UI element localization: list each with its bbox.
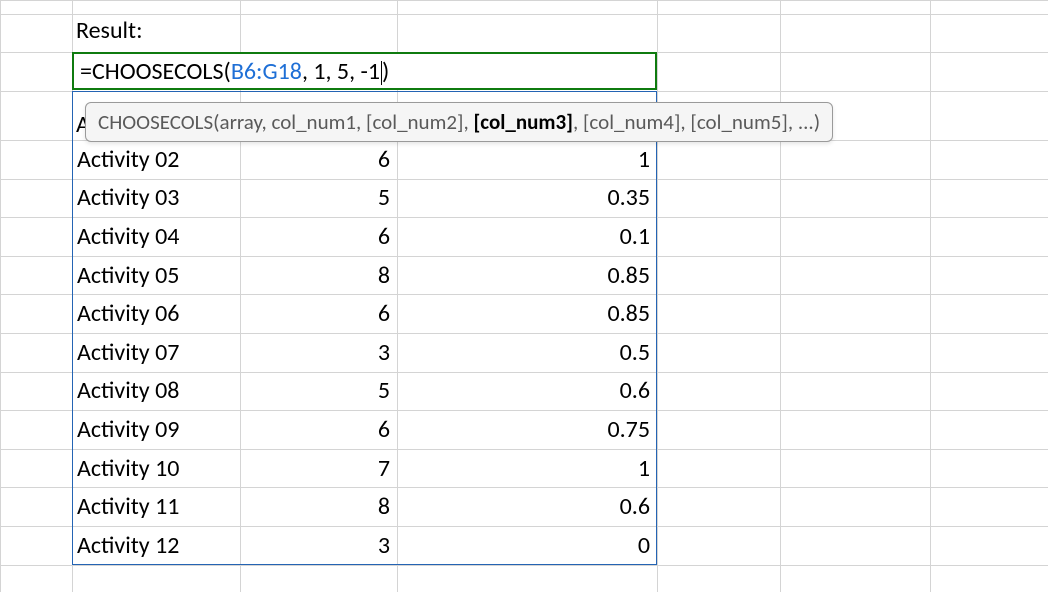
table-row[interactable]: Activity 1071 [72,449,657,488]
result-label: Result: [76,16,143,45]
cell-value-2[interactable]: 1 [397,454,657,483]
formula-args: , 1, 5, -1 [302,57,380,86]
formula-text: =CHOOSECOLS(B6:G18, 1, 5, -1) [80,57,389,86]
table-row[interactable]: Activity 0580.85 [72,256,657,295]
cell-activity[interactable]: Activity 12 [72,531,240,560]
cell-value-1[interactable]: 6 [240,299,397,328]
cell-value-2[interactable]: 0.75 [397,415,657,444]
cell-value-2[interactable]: 0 [397,531,657,560]
formula-prefix: =CHOOSECOLS( [80,57,231,86]
tooltip-arg3[interactable]: [col_num2] [366,109,463,135]
cell-value-1[interactable]: 6 [240,145,397,174]
cell-value-2[interactable]: 0.1 [397,222,657,251]
grid-hline [0,14,1048,15]
cell-value-2[interactable]: 0.6 [397,376,657,405]
cell-value-1[interactable]: 6 [240,222,397,251]
cell-value-2[interactable]: 0.85 [397,261,657,290]
table-row[interactable]: Activity 0261 [72,140,657,179]
tooltip-arg4-active[interactable]: [col_num3] [473,109,573,135]
tooltip-fn-name: CHOOSECOLS [98,109,213,135]
cell-value-1[interactable]: 3 [240,531,397,560]
grid-vline [780,0,781,592]
table-row[interactable]: Activity 0960.75 [72,410,657,449]
cell-value-1[interactable]: 6 [240,415,397,444]
cell-value-1[interactable]: 8 [240,492,397,521]
cell-value-1[interactable]: 8 [240,261,397,290]
cell-value-2[interactable]: 0.5 [397,338,657,367]
grid-vline [930,0,931,592]
spreadsheet-grid: Result: =CHOOSECOLS(B6:G18, 1, 5, -1) A … [0,0,1048,592]
cell-activity[interactable]: Activity 02 [72,145,240,174]
table-row[interactable]: Activity 1180.6 [72,487,657,526]
function-tooltip[interactable]: CHOOSECOLS(array, col_num1, [col_num2], … [85,102,833,142]
cell-activity[interactable]: Activity 07 [72,338,240,367]
tooltip-trailing: , ...) [788,109,820,135]
cell-value-2[interactable]: 0.85 [397,299,657,328]
cell-value-1[interactable]: 7 [240,454,397,483]
grid-hline [0,565,1048,566]
cell-value-1[interactable]: 5 [240,183,397,212]
table-row[interactable]: Activity 0460.1 [72,217,657,256]
tooltip-arg5[interactable]: [col_num4] [583,109,680,135]
data-table: Activity 0261Activity 0350.35Activity 04… [72,140,657,565]
cell-value-2[interactable]: 1 [397,145,657,174]
formula-reference: B6:G18 [231,57,302,86]
grid-vline [0,0,1,592]
cell-value-1[interactable]: 5 [240,376,397,405]
table-row[interactable]: Activity 0850.6 [72,372,657,411]
grid-hline [0,0,1048,1]
cell-activity[interactable]: Activity 10 [72,454,240,483]
cell-activity[interactable]: Activity 05 [72,261,240,290]
formula-cell[interactable]: =CHOOSECOLS(B6:G18, 1, 5, -1) [72,52,657,90]
tooltip-arg6[interactable]: [col_num5] [690,109,787,135]
cell-activity[interactable]: Activity 08 [72,376,240,405]
cell-activity[interactable]: Activity 11 [72,492,240,521]
cell-value-2[interactable]: 0.6 [397,492,657,521]
table-row[interactable]: Activity 0730.5 [72,333,657,372]
formula-close: ) [382,57,389,86]
table-row[interactable]: Activity 1230 [72,526,657,565]
cell-activity[interactable]: Activity 04 [72,222,240,251]
tooltip-arg1[interactable]: array [220,109,262,135]
cell-value-1[interactable]: 3 [240,338,397,367]
tooltip-arg2[interactable]: col_num1 [271,109,356,135]
grid-vline [657,0,658,592]
cell-value-2[interactable]: 0.35 [397,183,657,212]
table-row[interactable]: Activity 0350.35 [72,179,657,218]
table-row[interactable]: Activity 0660.85 [72,294,657,333]
cell-activity[interactable]: Activity 09 [72,415,240,444]
cell-activity[interactable]: Activity 03 [72,183,240,212]
cell-activity[interactable]: Activity 06 [72,299,240,328]
